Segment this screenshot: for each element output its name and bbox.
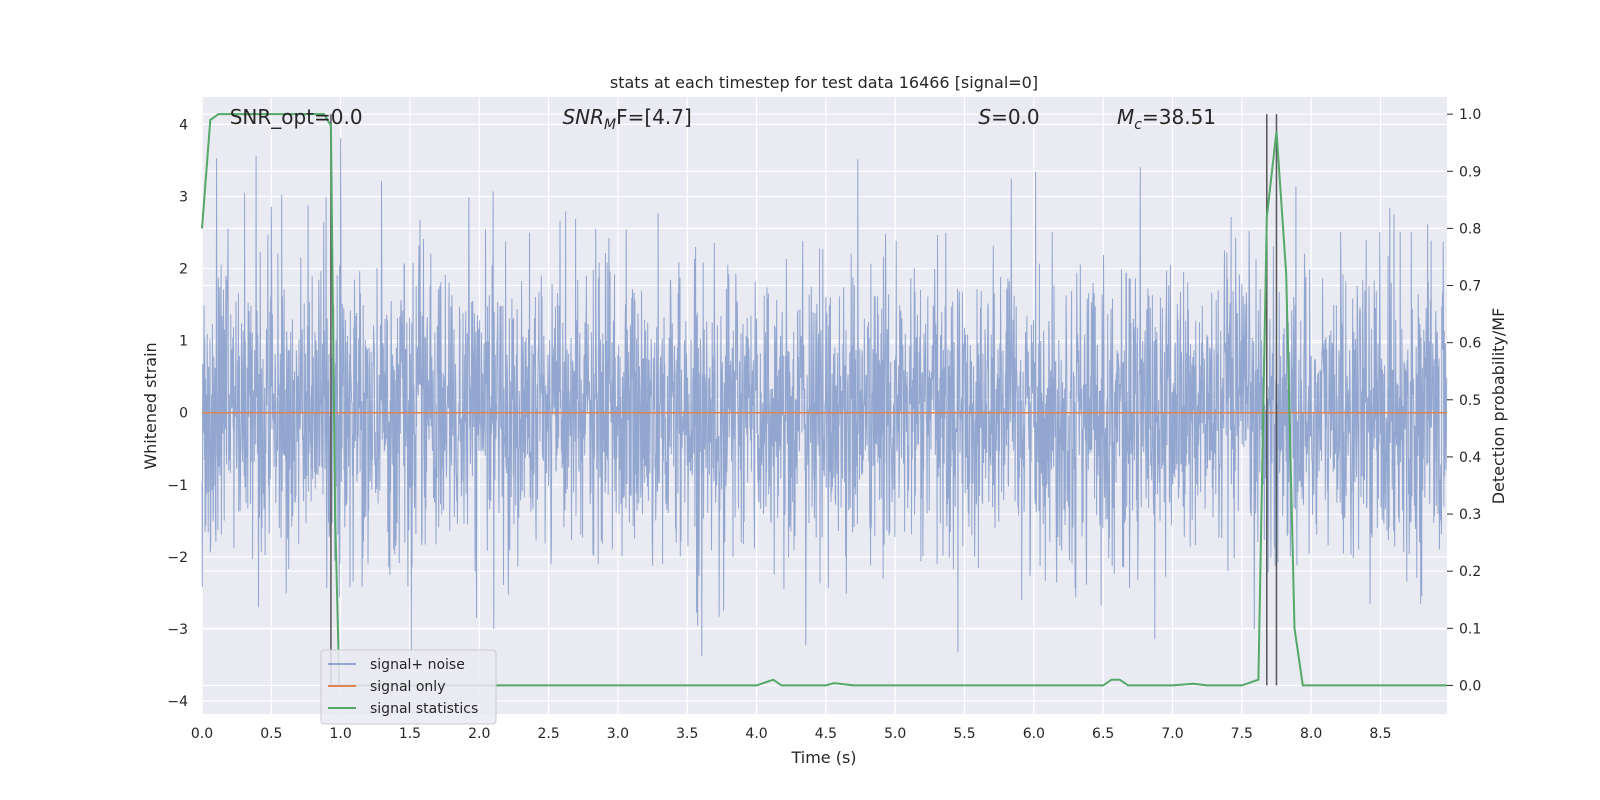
y-axis-right-label: Detection probability/MF [1489,308,1508,505]
x-tick-label-9: 4.5 [815,726,837,742]
y-axis-right-ticks: 1.0 0.9 0.8 0.7 0.6 0.5 0.4 0.3 0.2 0.1 0.0 [1447,107,1481,694]
y-axis-left-label: Whitened strain [141,342,160,469]
x-tick-label-17: 8.5 [1369,726,1391,742]
y-left-tick-label-1: 3 [179,189,188,205]
x-axis-label: Time (s) [790,748,856,767]
x-tick-label-16: 8.0 [1300,726,1322,742]
y-left-tick-label-5: −1 [167,478,188,494]
y-left-tick-label-8: −4 [167,694,188,710]
x-tick-label-7: 3.5 [676,726,698,742]
x-tick-label-0: 0.0 [191,726,213,742]
legend-label-signal-noise: signal+ noise [370,657,465,673]
annotation-1: SNRMF=[4.7] [562,105,691,133]
x-tick-label-10: 5.0 [884,726,906,742]
x-tick-label-11: 5.5 [953,726,975,742]
legend-label-signal-only: signal only [370,679,445,695]
y-right-tick-label-7: 0.3 [1459,507,1481,523]
y-left-tick-label-6: −2 [167,550,188,566]
x-tick-label-1: 0.5 [260,726,282,742]
y-right-tick-label-6: 0.4 [1459,450,1481,466]
y-right-tick-label-10: 0.0 [1459,678,1481,694]
y-left-tick-label-3: 1 [179,334,188,350]
y-right-tick-label-1: 0.9 [1459,164,1481,180]
x-tick-label-8: 4.0 [745,726,767,742]
x-tick-label-13: 6.5 [1092,726,1114,742]
series-line-signal-statistics [201,113,1447,687]
series-signal-statistics [201,113,1447,687]
x-tick-label-12: 6.0 [1023,726,1045,742]
x-tick-label-15: 7.5 [1231,726,1253,742]
x-axis-ticks: 0.0 0.5 1.0 1.5 2.0 2.5 3.0 3.5 4.0 4.5 5.0 5.5 6.0 6… [191,726,1392,742]
series-signal-noise [201,138,1448,657]
annotation-2: S=0.0 [978,105,1039,129]
annotations: SNR_opt=0.0 SNRMF=[4.7] S=0.0 Mc=38.51 [230,105,1216,133]
y-left-tick-label-4: 0 [179,406,188,422]
annotation-0: SNR_opt=0.0 [230,105,363,129]
y-right-tick-label-9: 0.1 [1459,621,1481,637]
x-tick-label-14: 7.0 [1161,726,1183,742]
y-right-tick-label-4: 0.6 [1459,336,1481,352]
series-line-signal-noise [201,138,1448,657]
x-tick-label-3: 1.5 [399,726,421,742]
x-tick-label-4: 2.0 [468,726,490,742]
x-tick-label-2: 1.0 [330,726,352,742]
y-right-tick-label-2: 0.8 [1459,221,1481,237]
y-axis-left-ticks: 4 3 2 1 0 −1 −2 −3 −4 [167,117,188,710]
x-tick-label-5: 2.5 [537,726,559,742]
y-left-tick-label-0: 4 [179,117,188,133]
y-right-tick-label-5: 0.5 [1459,393,1481,409]
legend-box [320,649,497,725]
x-tick-label-6: 3.0 [607,726,629,742]
y-left-tick-label-7: −3 [167,622,188,638]
legend-label-signal-statistics: signal statistics [370,701,478,717]
annotation-3: Mc=38.51 [1117,105,1216,133]
y-right-tick-label-3: 0.7 [1459,279,1481,295]
y-right-tick-label-0: 1.0 [1459,107,1481,123]
legend: signal+ noise signal only signal statist… [320,649,497,725]
y-left-tick-label-2: 2 [179,262,188,278]
chart-title: stats at each timestep for test data 164… [610,73,1038,92]
y-right-tick-label-8: 0.2 [1459,564,1481,580]
